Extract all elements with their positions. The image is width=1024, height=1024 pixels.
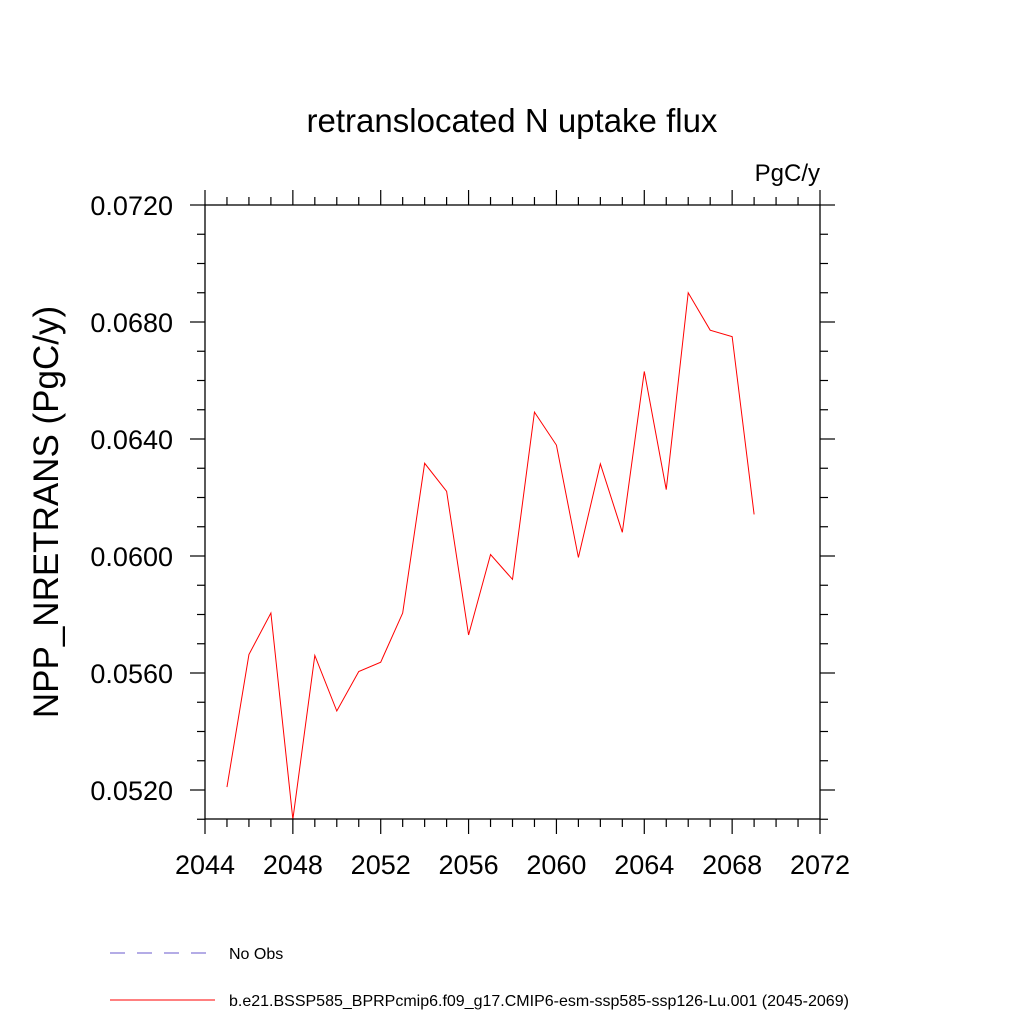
y-axis-label: NPP_NRETRANS (PgC/y) xyxy=(27,306,66,718)
axis-ticks xyxy=(190,190,835,834)
chart-title: retranslocated N uptake flux xyxy=(307,102,718,139)
y-tick-label: 0.0560 xyxy=(90,659,173,689)
y-tick-label: 0.0640 xyxy=(90,425,173,455)
units-label: PgC/y xyxy=(755,160,820,187)
x-tick-label: 2048 xyxy=(263,850,323,880)
y-tick-label: 0.0520 xyxy=(90,776,173,806)
series-lines xyxy=(226,291,755,820)
series-line xyxy=(226,291,755,820)
legend: No Obs b.e21.BSSP585_BPRPcmip6.f09_g17.C… xyxy=(110,946,849,1010)
x-tick-label: 2056 xyxy=(439,850,499,880)
x-tick-label: 2068 xyxy=(702,850,762,880)
x-tick-label: 2052 xyxy=(351,850,411,880)
plot-frame xyxy=(204,204,821,820)
y-tick-label: 0.0720 xyxy=(90,191,173,221)
x-tick-label: 2060 xyxy=(526,850,586,880)
y-tick-label: 0.0600 xyxy=(90,542,173,572)
x-tick-label: 2064 xyxy=(614,850,674,880)
y-tick-label: 0.0680 xyxy=(90,308,173,338)
legend-label-no-obs: No Obs xyxy=(229,946,283,963)
legend-label-model: b.e21.BSSP585_BPRPcmip6.f09_g17.CMIP6-es… xyxy=(229,993,849,1010)
x-tick-label: 2072 xyxy=(790,850,850,880)
x-tick-label: 2044 xyxy=(175,850,235,880)
tick-labels: 2044 2048 2052 2056 2060 2064 2068 2072 0.0520 0.… xyxy=(90,191,850,880)
